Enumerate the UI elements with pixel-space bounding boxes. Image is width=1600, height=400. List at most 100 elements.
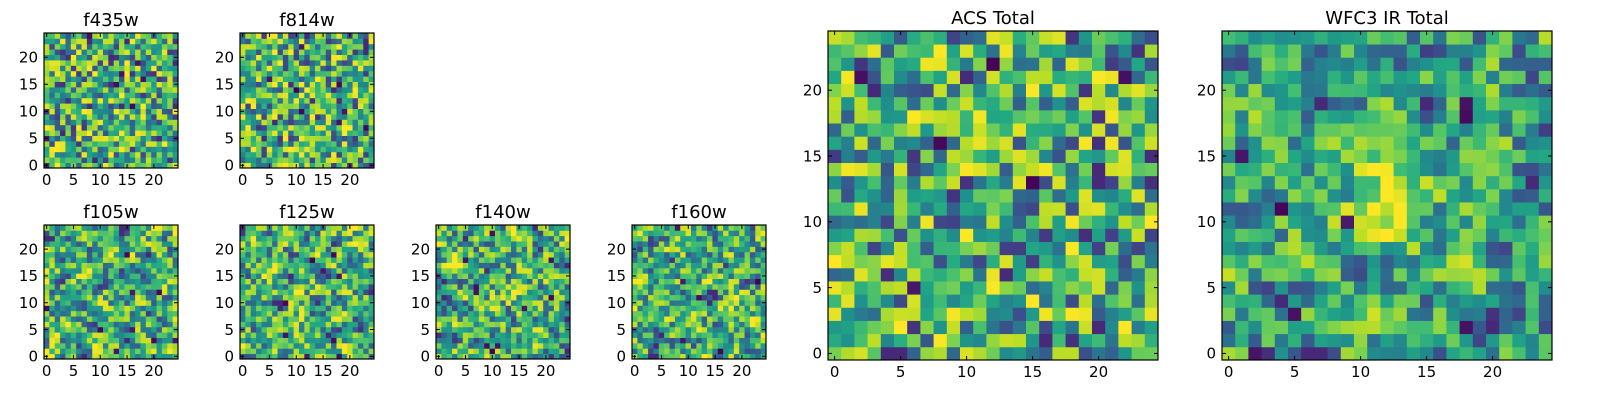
heatmap-cell [841, 294, 855, 308]
heatmap-cell [341, 283, 348, 290]
heatmap-cell [505, 353, 512, 360]
heatmap-cell [1248, 267, 1262, 282]
heatmap-cell [60, 316, 66, 322]
heatmap-cell [167, 157, 174, 163]
heatmap-cell [658, 342, 665, 349]
heatmap-cell [86, 157, 93, 163]
heatmap-cells [240, 225, 375, 360]
heatmap-cell [1499, 281, 1513, 295]
heatmap-cell [277, 33, 284, 39]
heatmap-cell [76, 43, 82, 50]
heatmap-cell [250, 49, 257, 55]
heatmap-cell [325, 65, 332, 72]
heatmap-cell [468, 225, 474, 231]
heatmap-cell [717, 273, 724, 279]
heatmap-cell [685, 332, 692, 338]
heatmap-cell [1486, 215, 1500, 229]
heatmap-cell [1092, 307, 1106, 321]
heatmap-cell [1538, 202, 1553, 216]
heatmap-cell [151, 97, 157, 104]
heatmap-cell [76, 283, 82, 290]
heatmap-cell [1459, 162, 1474, 177]
heatmap-cell [489, 230, 496, 237]
heatmap-cell [161, 230, 168, 237]
heatmap-cell [648, 300, 654, 306]
heatmap-cell [363, 348, 370, 355]
heatmap-cell [484, 289, 490, 296]
heatmap-cell [828, 162, 842, 177]
heatmap-cell [707, 310, 713, 317]
heatmap-cell [1314, 162, 1328, 177]
heatmap-cell [1314, 346, 1328, 361]
heatmap-cell [288, 130, 294, 136]
heatmap-cell [293, 114, 300, 120]
heatmap-cell [65, 235, 72, 242]
heatmap-cell [102, 305, 109, 312]
heatmap-cell [54, 97, 61, 104]
x-tick-label: 15 [510, 362, 529, 380]
heatmap-cell [1301, 333, 1315, 348]
heatmap-cell [145, 235, 152, 242]
heatmap-cell [320, 38, 327, 45]
heatmap-cell [363, 119, 370, 126]
heatmap-cell [1538, 320, 1553, 335]
heatmap-cell [151, 326, 157, 333]
heatmap-cell [484, 278, 490, 285]
heatmap-cell [245, 310, 252, 317]
y-tick-label: 0 [812, 345, 822, 363]
heatmap-cell [723, 316, 729, 322]
heatmap-cell [357, 316, 364, 322]
heatmap-cell [867, 307, 882, 321]
heatmap-cell [288, 353, 294, 360]
heatmap-cell [648, 342, 654, 349]
heatmap-cell [1420, 254, 1434, 269]
heatmap-cell [357, 321, 364, 328]
heatmap-cell [960, 162, 974, 177]
heatmap-cell [65, 246, 72, 253]
heatmap-cell [272, 65, 278, 72]
heatmap-cell [1105, 307, 1119, 321]
heatmap-cell [701, 300, 708, 306]
heatmap-cell [129, 241, 136, 247]
heatmap-cell [341, 103, 348, 109]
heatmap-cell [1092, 57, 1106, 71]
heatmap-cell [161, 348, 168, 355]
heatmap-cell [250, 135, 257, 142]
heatmap-cell [298, 54, 305, 61]
heatmap-cell [1288, 267, 1302, 282]
heatmap-cell [119, 146, 125, 153]
heatmap-cell [347, 157, 353, 163]
heatmap-cell [108, 65, 115, 72]
heatmap-cell [1340, 307, 1355, 321]
heatmap-cell [1288, 215, 1302, 229]
heatmap-cell [1380, 281, 1394, 295]
heatmap-cell [102, 103, 109, 109]
heatmap-cell [452, 273, 458, 279]
heatmap-cell [707, 278, 713, 285]
heatmap-cell [733, 230, 740, 237]
heatmap-cell [245, 267, 252, 274]
heatmap-cell [92, 33, 98, 39]
heatmap-cell [272, 235, 278, 242]
heatmap-cell [54, 49, 61, 55]
heatmap-cell [1026, 294, 1040, 308]
heatmap-cell [553, 225, 560, 231]
heatmap-cell [309, 114, 316, 120]
heatmap-cell [828, 254, 842, 269]
heatmap-cell [701, 353, 708, 360]
heatmap-cell [309, 54, 316, 61]
heatmap-cell [352, 60, 359, 66]
heatmap-cell [102, 257, 109, 263]
heatmap-cell [553, 257, 560, 263]
heatmap-cell [119, 33, 125, 39]
heatmap-cell [933, 149, 948, 163]
heatmap-cell [167, 257, 174, 263]
heatmap-cell [145, 43, 152, 50]
heatmap-cell [1433, 188, 1447, 203]
heatmap-cell [478, 337, 485, 344]
heatmap-cell [347, 289, 353, 296]
heatmap-cell [156, 87, 163, 93]
heatmap-cell [1052, 254, 1066, 269]
heatmap-cell [320, 332, 327, 338]
heatmap-cell [240, 49, 246, 55]
